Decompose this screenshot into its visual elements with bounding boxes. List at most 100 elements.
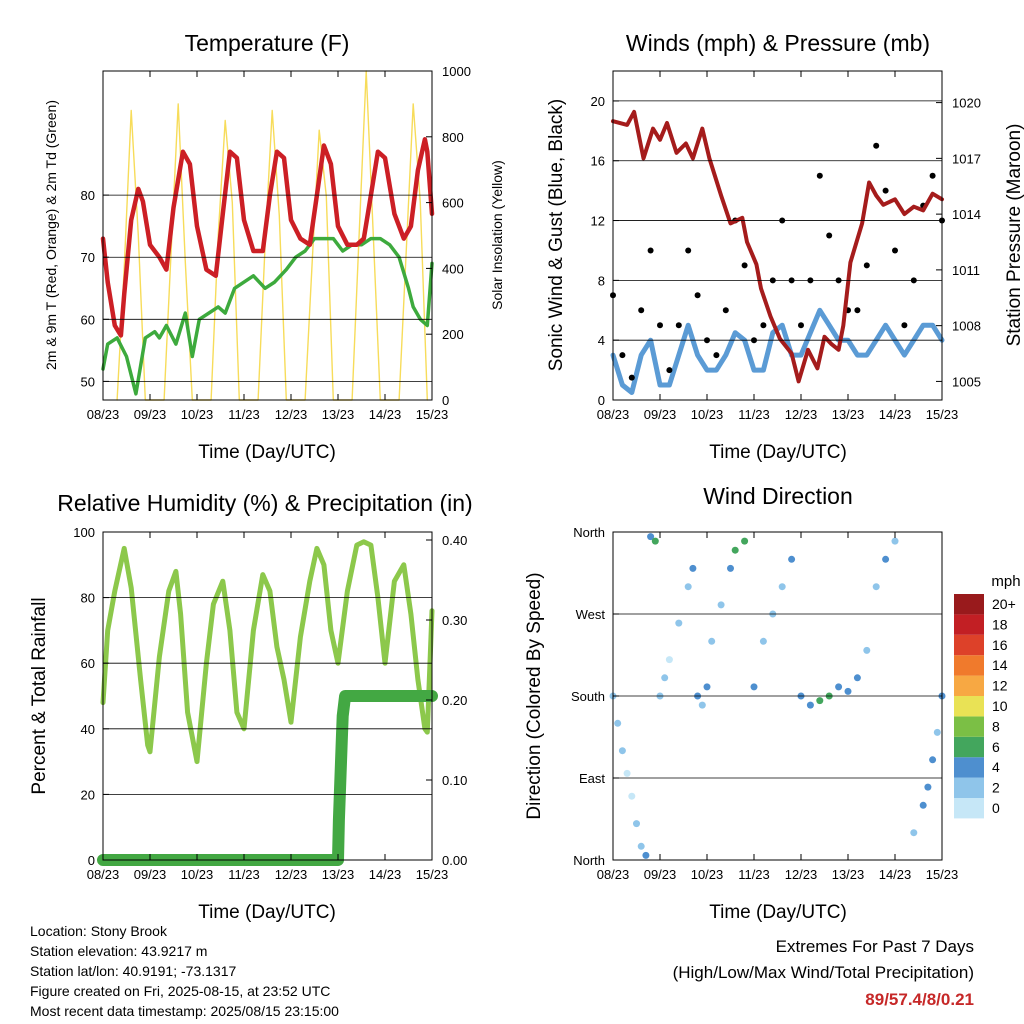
gust-point	[741, 262, 748, 269]
direction-xtick-label: 13/23	[832, 867, 865, 882]
data-timestamp: Most recent data timestamp: 2025/08/15 2…	[30, 1003, 339, 1019]
direction-point	[750, 683, 758, 691]
colorbar-label: 0	[992, 800, 1000, 816]
direction-ytick-label: North	[573, 853, 605, 868]
temperature-xtick-label: 09/23	[134, 407, 167, 422]
winds-ytick-label: 8	[598, 273, 605, 288]
extremes-legend: (High/Low/Max Wind/Total Precipitation)	[672, 963, 974, 982]
temperature-y2tick-label: 0	[442, 393, 449, 408]
winds-xtick-label: 12/23	[785, 407, 818, 422]
temperature-xtick-label: 15/23	[416, 407, 449, 422]
gust-point	[892, 247, 898, 254]
winds-ytick-label: 4	[598, 333, 605, 348]
temperature-panel: Temperature (F) 08/23 09/23 10/23 11/23 12/2…	[43, 30, 505, 463]
temperature-y2tick-label: 200	[442, 327, 464, 342]
direction-xtick-label: 12/23	[785, 867, 818, 882]
gust-point	[816, 172, 823, 179]
winds-ytick-label: 0	[598, 393, 605, 408]
direction-point	[806, 701, 814, 709]
humidity-y2tick-label: 0.20	[442, 693, 467, 708]
winds-plot-frame	[612, 70, 943, 401]
colorbar-label: 4	[992, 759, 1000, 775]
colorbar-swatch	[954, 777, 984, 798]
colorbar-label: 16	[992, 637, 1008, 653]
temperature-xtick-label: 08/23	[87, 407, 120, 422]
gust-point	[647, 247, 654, 254]
direction-ytick-label: East	[579, 771, 605, 786]
temperature-xtick-label: 11/23	[228, 407, 260, 422]
temperature-y2tick-label: 400	[442, 261, 464, 276]
direction-point	[661, 674, 669, 682]
humidity-ytick-label: 80	[81, 591, 95, 606]
station-latlon: Station lat/lon: 40.9191; -73.1317	[30, 963, 237, 979]
direction-point	[614, 719, 622, 727]
dewpoint-line	[101, 236, 434, 396]
temperature-title: Temperature (F)	[185, 30, 350, 56]
colorbar-swatch	[954, 757, 984, 778]
direction-xlabel: Time (Day/UTC)	[709, 902, 847, 923]
temperature-xtick-label: 12/23	[275, 407, 308, 422]
direction-point	[698, 701, 706, 709]
temperature-ylabel: 2m & 9m T (Red, Orange) & 2m Td (Green)	[43, 100, 59, 370]
colorbar-swatch	[954, 594, 984, 615]
colorbar-label: 20+	[992, 596, 1016, 612]
direction-point	[759, 637, 767, 645]
winds-ytick-label: 20	[591, 94, 605, 109]
temperature-xlabel: Time (Day/UTC)	[198, 442, 336, 463]
colorbar-swatch	[954, 798, 984, 819]
direction-point	[919, 801, 927, 809]
winds-xtick-label: 08/23	[597, 407, 630, 422]
temperature-y2label: Solar Insolation (Yellow)	[489, 160, 505, 310]
gust-point	[863, 262, 870, 269]
humidity-y2tick-label: 0.40	[442, 533, 467, 548]
temperature-xtick-label: 14/23	[369, 407, 402, 422]
humidity-title: Relative Humidity (%) & Precipitation (i…	[57, 490, 472, 516]
gust-point	[722, 307, 729, 314]
winds-panel: Winds (mph) & Pressure (mb) 08/23 09/23 10…	[546, 30, 1024, 463]
direction-xtick-label: 08/23	[597, 867, 630, 882]
direction-point	[642, 851, 650, 859]
direction-point	[929, 756, 937, 764]
temperature-ytick-label: 50	[81, 374, 95, 389]
sonic-wind-line	[610, 307, 945, 395]
colorbar-swatch	[954, 634, 984, 656]
temperature-ytick-label: 60	[81, 312, 95, 327]
gust-point	[666, 367, 673, 374]
direction-point	[778, 583, 786, 591]
direction-xtick-label: 15/23	[926, 867, 959, 882]
gust-point	[619, 352, 626, 359]
colorbar-swatch	[954, 655, 984, 676]
gust-point	[882, 187, 889, 194]
humidity-xtick-label: 09/23	[134, 867, 167, 882]
winds-xtick-label: 15/23	[926, 407, 959, 422]
winds-y2tick-label: 1020	[952, 96, 981, 111]
gust-point	[685, 247, 692, 254]
direction-point	[633, 820, 640, 828]
temperature-ytick-label: 70	[81, 250, 95, 265]
colorbar-swatch	[954, 716, 984, 737]
colorbar-swatch	[954, 614, 984, 635]
gust-point	[760, 322, 767, 329]
colorbar-label: 8	[992, 718, 1000, 734]
colorbar-label: 6	[992, 739, 1000, 755]
humidity-xtick-label: 13/23	[322, 867, 355, 882]
winds-ylabel: Sonic Wind & Gust (Blue, Black)	[546, 99, 567, 371]
temperature-line	[100, 137, 435, 338]
direction-point	[891, 537, 899, 545]
humidity-y2tick-label: 0.30	[442, 613, 467, 628]
direction-point	[623, 769, 631, 777]
direction-point	[727, 564, 734, 572]
direction-point	[863, 646, 871, 654]
gust-point	[873, 142, 880, 149]
direction-point	[741, 537, 749, 545]
direction-point	[689, 564, 697, 572]
direction-point	[618, 747, 626, 755]
gust-point	[826, 232, 833, 239]
station-elevation: Station elevation: 43.9217 m	[30, 943, 208, 959]
humidity-xtick-label: 14/23	[369, 867, 402, 882]
direction-point	[651, 537, 659, 545]
gust-point	[694, 292, 701, 299]
temperature-xtick-label: 10/23	[181, 407, 214, 422]
direction-point	[853, 674, 861, 682]
